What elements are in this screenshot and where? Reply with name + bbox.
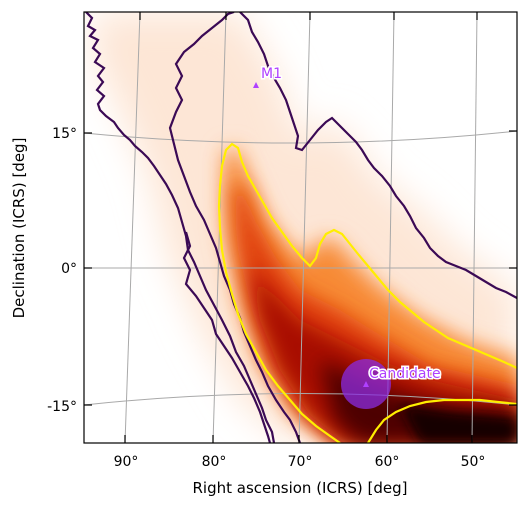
gridline-ra-60	[386, 12, 395, 443]
y-tick-label-0: 0°	[61, 261, 77, 277]
plot-area: M1 Candidate	[84, 12, 517, 443]
outer-contour-lower	[182, 231, 272, 443]
y-tick-label-15: 15°	[52, 126, 77, 142]
heatmap-level-4	[250, 265, 517, 443]
marker-m1-label: M1	[261, 66, 282, 82]
x-tick-label-80: 80°	[202, 454, 227, 470]
inner-contour	[217, 142, 517, 443]
gridline-ra-50	[471, 12, 478, 443]
y-tick-label-minus15: -15°	[47, 399, 77, 415]
outer-contour	[85, 12, 517, 443]
gridline-dec-15	[84, 130, 517, 144]
heatmap-core	[400, 405, 517, 443]
marker-m1[interactable]: M1	[253, 65, 284, 88]
plot-frame	[83, 11, 518, 444]
y-tick-labels: 15° 0° -15°	[47, 126, 77, 415]
x-tick-labels: 90° 80° 70° 60° 50°	[114, 454, 486, 470]
x-tick-label-70: 70°	[288, 454, 313, 470]
inner-contour-lower	[367, 398, 517, 443]
gridline-ra-70	[298, 12, 311, 443]
gridline-ra-90	[124, 12, 141, 443]
candidate-triangle	[363, 381, 369, 387]
candidate-label: Candidate	[369, 366, 441, 382]
x-tick-label-50: 50°	[461, 454, 486, 470]
tick-marks	[84, 12, 517, 443]
marker-candidate[interactable]: Candidate	[341, 359, 442, 409]
y-axis-title: Declination (ICRS) [deg]	[10, 138, 28, 319]
x-axis-title: Right ascension (ICRS) [deg]	[193, 479, 408, 497]
x-tick-label-60: 60°	[375, 454, 400, 470]
marker-m1-triangle	[253, 82, 259, 88]
x-tick-label-90: 90°	[114, 454, 139, 470]
